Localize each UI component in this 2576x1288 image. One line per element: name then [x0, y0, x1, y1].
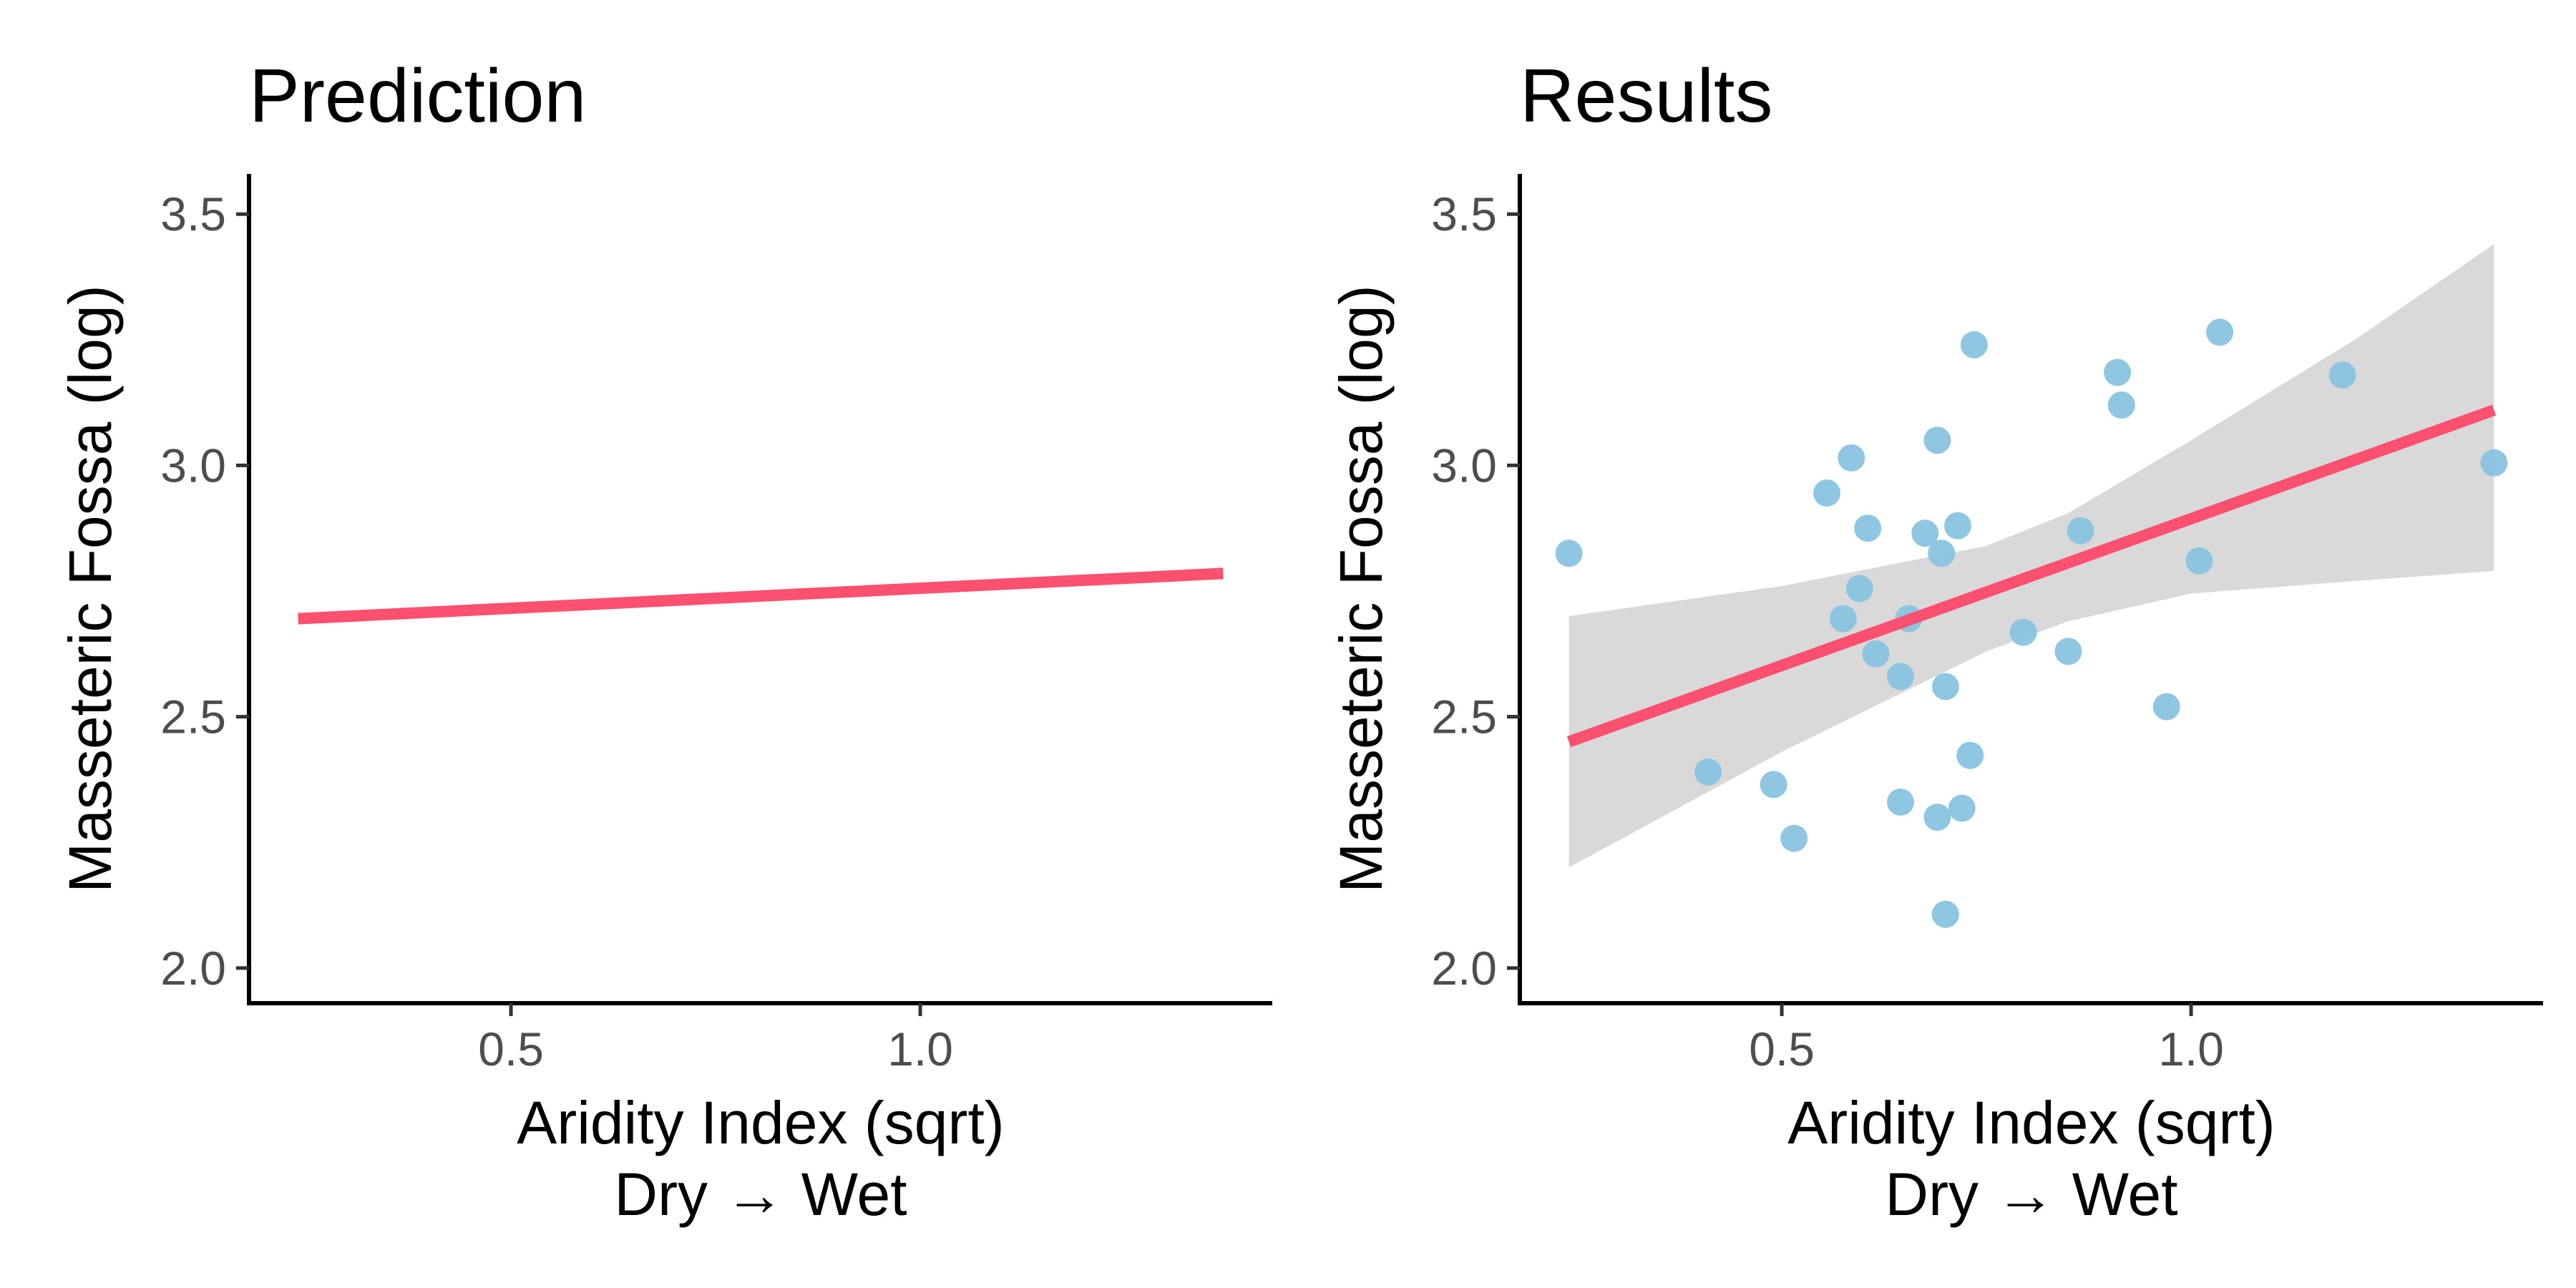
data-point	[1555, 540, 1583, 567]
data-point	[1694, 758, 1722, 786]
data-point	[2054, 638, 2082, 665]
panel-title: Results	[1520, 54, 1772, 138]
data-point	[2328, 361, 2356, 389]
data-point	[2206, 318, 2234, 346]
y-tick-label: 3.0	[1431, 439, 1497, 492]
x-axis-title: Aridity Index (sqrt)	[517, 1089, 1005, 1156]
y-tick-label: 2.5	[160, 691, 226, 743]
x-tick-label: 0.5	[478, 1023, 544, 1075]
axis-ticks: 2.0 2.5 3.0 3.5 0.5 1.0	[160, 187, 953, 1075]
data-point	[2104, 358, 2132, 386]
data-point	[1862, 640, 1890, 668]
x-axis-subtitle: Dry → Wet	[1885, 1161, 2177, 1228]
data-point	[1780, 824, 1808, 852]
results-panel: Results 2.0 2.5 3.0 3.5 0.5 1.0 Aridity Index…	[1327, 54, 2543, 1228]
data-point	[2185, 547, 2213, 575]
data-point	[2009, 618, 2037, 646]
data-point	[1813, 479, 1840, 507]
data-point	[1887, 789, 1914, 816]
data-point	[1829, 605, 1857, 633]
data-point	[1887, 663, 1914, 691]
data-point	[1931, 673, 1959, 701]
data-point	[1845, 575, 1873, 602]
data-point	[1948, 794, 1976, 822]
axis-ticks: 2.0 2.5 3.0 3.5 0.5 1.0	[1431, 187, 2224, 1075]
data-point	[1944, 512, 1971, 540]
data-point	[1956, 741, 1984, 769]
confidence-band	[1568, 244, 2494, 868]
x-tick-label: 1.0	[2158, 1023, 2224, 1075]
panel-title: Prediction	[249, 54, 586, 138]
plot-area	[298, 567, 1224, 625]
data-point	[2107, 391, 2135, 419]
data-point	[1960, 331, 1988, 358]
x-tick-label: 0.5	[1749, 1023, 1815, 1075]
data-point	[1854, 514, 1882, 542]
data-point	[1931, 900, 1959, 928]
y-tick-label: 2.0	[1431, 942, 1497, 995]
data-point	[2480, 449, 2508, 477]
data-point	[1911, 519, 1939, 547]
y-tick-label: 3.5	[1431, 187, 1497, 240]
y-tick-label: 3.0	[160, 439, 226, 492]
y-axis-title: Masseteric Fossa (log)	[1327, 285, 1395, 893]
data-point	[1923, 804, 1951, 831]
data-point	[1923, 426, 1951, 454]
plot-area	[1555, 244, 2508, 928]
x-axis-subtitle: Dry → Wet	[614, 1161, 907, 1228]
y-tick-label: 2.0	[160, 942, 226, 995]
y-axis-title: Masseteric Fossa (log)	[57, 285, 124, 893]
regression-line	[1566, 404, 2497, 748]
prediction-panel: Prediction 2.0 2.5 3.0 3.5 0.5 1.0 Aridity In…	[57, 54, 1272, 1228]
y-tick-label: 3.5	[160, 187, 226, 240]
data-point	[1760, 771, 1787, 799]
data-point	[1838, 444, 1865, 472]
x-axis-title: Aridity Index (sqrt)	[1787, 1089, 2275, 1156]
x-tick-label: 1.0	[887, 1023, 953, 1075]
data-point	[1928, 540, 1956, 567]
data-point	[2067, 517, 2094, 545]
y-tick-label: 2.5	[1431, 691, 1497, 743]
trend-line	[298, 567, 1224, 625]
data-point	[2152, 693, 2180, 721]
